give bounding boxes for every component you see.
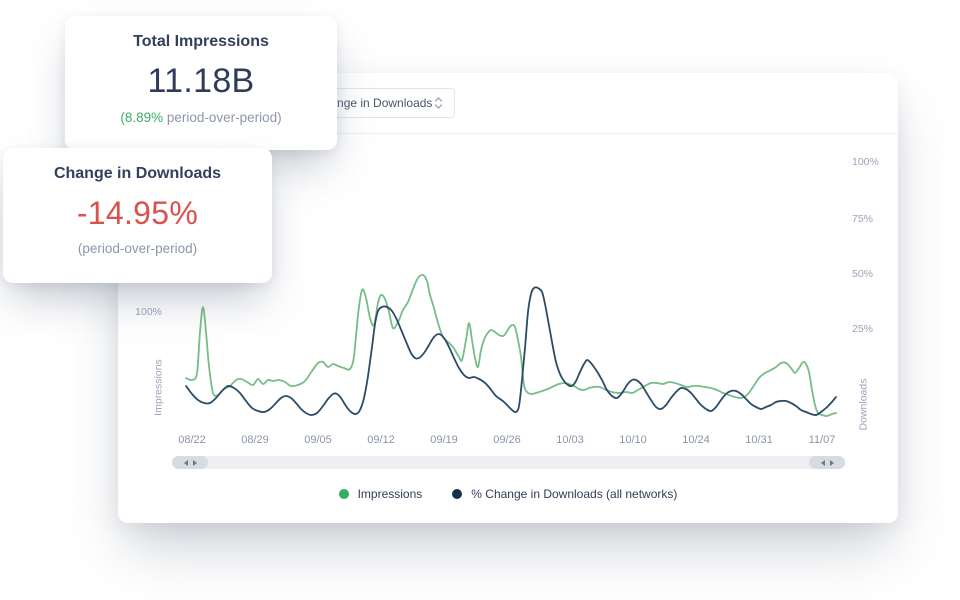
legend-label: % Change in Downloads (all networks) <box>471 487 678 501</box>
delta-percent: (8.89% <box>120 110 164 125</box>
x-axis-label: 10/10 <box>619 434 647 446</box>
x-axis-label: 10/31 <box>745 434 773 446</box>
delta-caption: period-over-period) <box>163 110 282 125</box>
scroll-left-control[interactable] <box>172 456 208 469</box>
x-axis-label: 10/03 <box>556 434 584 446</box>
legend-dot-icon <box>338 489 349 499</box>
card-title: Change in Downloads <box>53 165 222 182</box>
card-value: 11.18B <box>147 62 255 100</box>
legend-item-impressions[interactable]: Impressions <box>338 487 423 501</box>
y-axis-tick: 25% <box>852 323 874 335</box>
legend-item-downloads[interactable]: % Change in Downloads (all networks) <box>452 487 677 501</box>
chevron-updown-icon <box>434 97 443 109</box>
legend-label: Impressions <box>357 487 423 501</box>
scroll-arrow-left-icon <box>183 459 188 466</box>
x-axis-label: 09/05 <box>304 434 332 446</box>
card-value: -14.95% <box>76 195 199 231</box>
x-axis-label: 08/29 <box>241 434 269 446</box>
card-title: Total Impressions <box>133 33 269 50</box>
x-axis-label: 09/26 <box>493 434 521 446</box>
x-axis-label: 08/22 <box>178 434 206 446</box>
y-axis-tick: 100% <box>852 156 879 168</box>
toolbar-divider <box>118 133 898 134</box>
chart-legend: Impressions % Change in Downloads (all ne… <box>118 487 898 501</box>
chart-card: % Change in Downloads 100% 100% 75% 50% 25%… <box>118 73 898 523</box>
x-axis-label: 09/19 <box>430 434 458 446</box>
legend-dot-icon <box>452 489 463 499</box>
x-axis-label: 10/24 <box>682 434 710 446</box>
scroll-arrow-right-icon <box>829 459 834 466</box>
y-axis-tick: 100% <box>135 306 162 318</box>
downloads-line <box>185 286 837 416</box>
impressions-line <box>185 273 837 417</box>
scroll-right-control[interactable] <box>809 456 845 469</box>
chart-scrollbar[interactable] <box>172 456 845 469</box>
metric-card-downloads: Change in Downloads -14.95% (period-over… <box>3 148 272 283</box>
scroll-arrow-right-icon <box>192 459 197 466</box>
card-subtext: (period-over-period) <box>77 241 198 256</box>
y-axis-tick: 50% <box>852 268 874 280</box>
x-axis-labels: 08/22 08/29 09/05 09/12 09/19 09/26 10/03 10/10… <box>118 434 898 448</box>
x-axis-label: 11/07 <box>808 434 836 446</box>
scroll-arrow-left-icon <box>820 459 825 466</box>
metric-card-impressions: Total Impressions 11.18B (8.89% period-o… <box>65 16 337 150</box>
card-subtext: (8.89% period-over-period) <box>65 110 337 125</box>
y-axis-tick: 75% <box>852 213 874 225</box>
x-axis-label: 09/12 <box>367 434 395 446</box>
y-axis-left-title: Impressions <box>152 359 165 416</box>
